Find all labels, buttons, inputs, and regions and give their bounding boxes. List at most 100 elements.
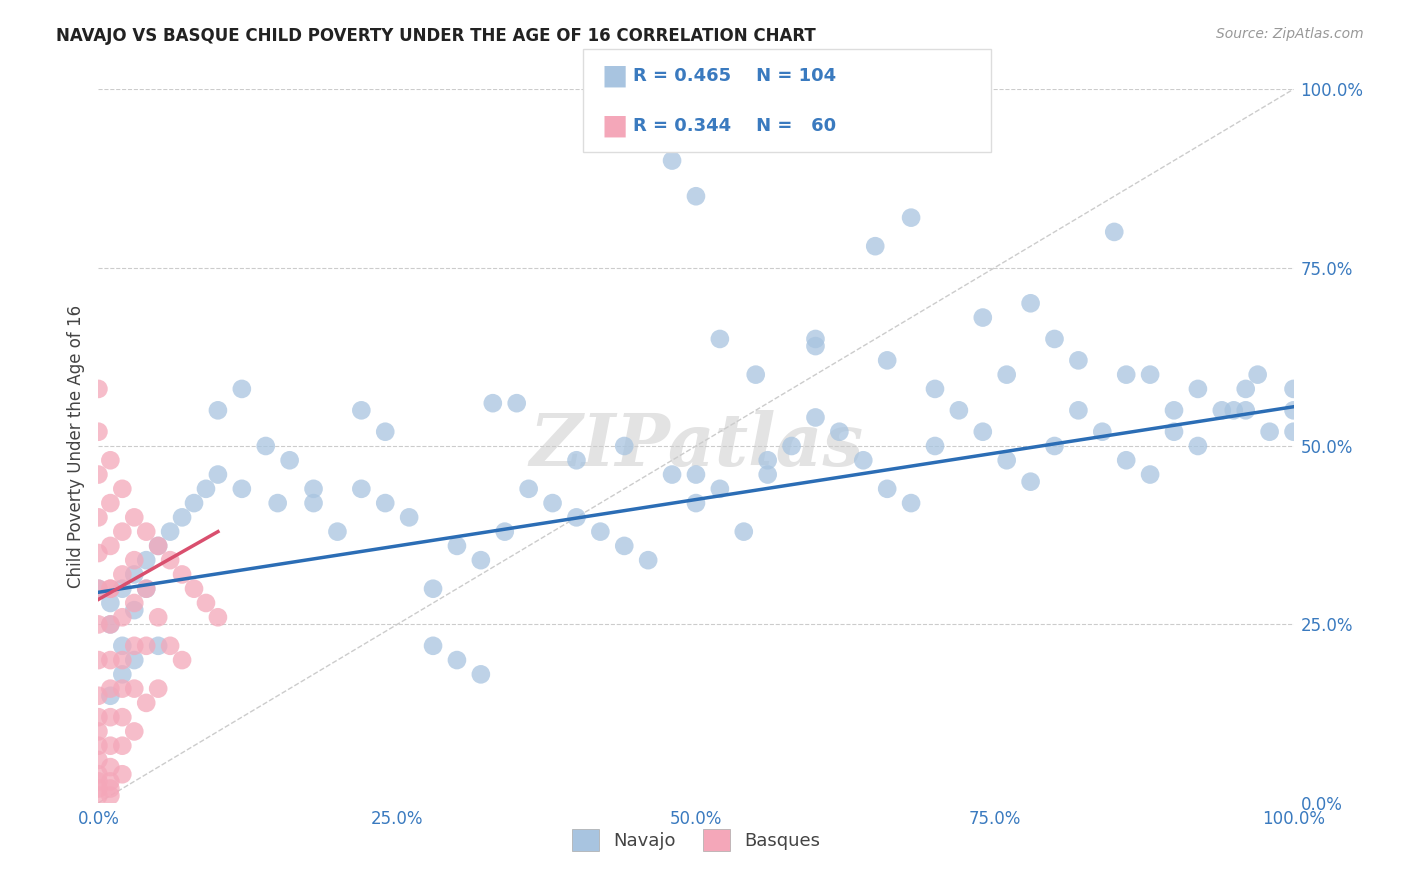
Point: [302, 482, 325, 496]
Point: [98, 582, 122, 596]
Point: [98, 681, 122, 696]
Point: [87, 789, 110, 803]
Point: [87, 582, 110, 596]
Point: [733, 524, 755, 539]
Point: [828, 425, 851, 439]
Point: [685, 496, 707, 510]
Point: [661, 153, 683, 168]
Point: [87, 767, 110, 781]
Point: [98, 760, 122, 774]
Point: [111, 639, 134, 653]
Point: [111, 524, 134, 539]
Point: [756, 467, 779, 482]
Point: [1139, 467, 1161, 482]
Point: [87, 689, 110, 703]
Point: [1043, 439, 1066, 453]
Point: [98, 496, 122, 510]
Point: [589, 524, 612, 539]
Point: [148, 610, 170, 624]
Point: [87, 617, 110, 632]
Point: [374, 425, 396, 439]
Point: [87, 724, 110, 739]
Point: [1091, 425, 1114, 439]
Text: R = 0.344    N =   60: R = 0.344 N = 60: [633, 117, 835, 135]
Point: [159, 524, 181, 539]
Point: [111, 710, 134, 724]
Point: [685, 189, 707, 203]
Point: [124, 653, 146, 667]
Point: [159, 639, 181, 653]
Point: [207, 403, 229, 417]
Point: [900, 211, 922, 225]
Y-axis label: Child Poverty Under the Age of 16: Child Poverty Under the Age of 16: [66, 304, 84, 588]
Point: [87, 382, 110, 396]
Point: [756, 453, 779, 467]
Point: [183, 496, 205, 510]
Point: [900, 496, 922, 510]
Point: [195, 596, 218, 610]
Point: [1163, 425, 1185, 439]
Point: [135, 524, 157, 539]
Point: [254, 439, 277, 453]
Point: [87, 467, 110, 482]
Point: [637, 553, 659, 567]
Point: [517, 482, 540, 496]
Point: [195, 482, 218, 496]
Point: [1067, 353, 1090, 368]
Point: [148, 539, 170, 553]
Point: [1282, 425, 1305, 439]
Text: NAVAJO VS BASQUE CHILD POVERTY UNDER THE AGE OF 16 CORRELATION CHART: NAVAJO VS BASQUE CHILD POVERTY UNDER THE…: [56, 27, 815, 45]
Point: [98, 781, 122, 796]
Point: [661, 467, 683, 482]
Point: [422, 639, 444, 653]
Point: [111, 767, 134, 781]
Point: [924, 382, 946, 396]
Point: [326, 524, 349, 539]
Point: [124, 603, 146, 617]
Point: [98, 617, 122, 632]
Point: [124, 510, 146, 524]
Point: [876, 353, 898, 368]
Point: [87, 546, 110, 560]
Point: [267, 496, 290, 510]
Point: [422, 582, 444, 596]
Point: [98, 774, 122, 789]
Point: [804, 410, 827, 425]
Point: [780, 439, 803, 453]
Point: [87, 710, 110, 724]
Point: [278, 453, 301, 467]
Point: [135, 582, 157, 596]
Point: [709, 482, 731, 496]
Point: [481, 396, 505, 410]
Point: [135, 582, 157, 596]
Point: [135, 696, 157, 710]
Point: [302, 496, 325, 510]
Point: [1139, 368, 1161, 382]
Text: ■: ■: [602, 62, 628, 90]
Point: [470, 553, 492, 567]
Point: [804, 332, 827, 346]
Point: [148, 639, 170, 653]
Point: [135, 639, 157, 653]
Point: [565, 510, 588, 524]
Point: [159, 553, 181, 567]
Point: [1187, 382, 1209, 396]
Point: [995, 453, 1018, 467]
Point: [1067, 403, 1090, 417]
Point: [98, 539, 122, 553]
Point: [87, 510, 110, 524]
Point: [124, 724, 146, 739]
Point: [111, 667, 134, 681]
Point: [1019, 296, 1042, 310]
Point: [1258, 425, 1281, 439]
Point: [494, 524, 516, 539]
Point: [613, 539, 636, 553]
Point: [1282, 403, 1305, 417]
Point: [1234, 403, 1257, 417]
Point: [98, 789, 122, 803]
Point: [111, 653, 134, 667]
Point: [98, 710, 122, 724]
Point: [350, 482, 373, 496]
Point: [124, 639, 146, 653]
Point: [98, 617, 122, 632]
